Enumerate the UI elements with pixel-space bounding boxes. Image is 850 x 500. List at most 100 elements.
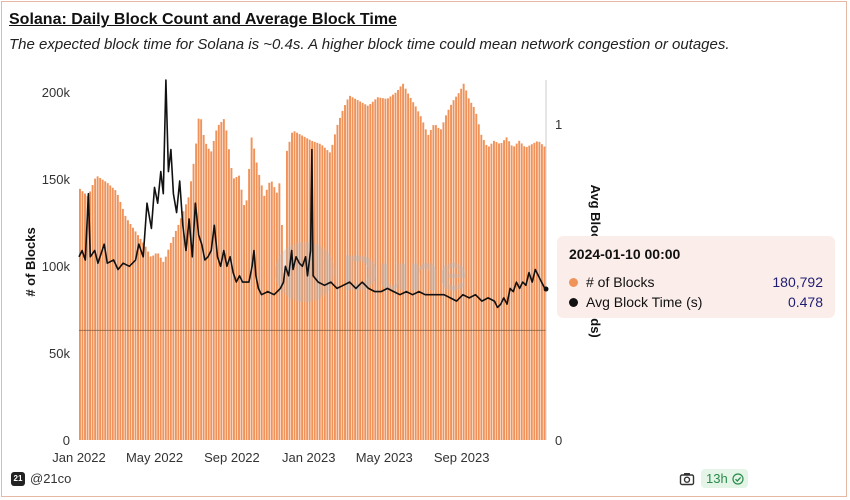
bar[interactable] (260, 185, 263, 440)
bar[interactable] (402, 83, 405, 441)
bar[interactable] (356, 100, 359, 440)
bar[interactable] (207, 148, 210, 440)
bar[interactable] (424, 129, 427, 440)
bar[interactable] (427, 134, 430, 440)
bar[interactable] (185, 204, 187, 440)
bar[interactable] (447, 109, 450, 440)
bar[interactable] (134, 231, 137, 440)
bar[interactable] (89, 191, 92, 441)
bar[interactable] (480, 134, 483, 440)
bar[interactable] (255, 162, 258, 440)
bar[interactable] (116, 194, 119, 440)
bar[interactable] (490, 143, 493, 441)
bar[interactable] (215, 130, 218, 441)
bar[interactable] (250, 137, 253, 440)
bar[interactable] (270, 181, 273, 441)
bar[interactable] (485, 144, 488, 440)
bar[interactable] (306, 138, 309, 440)
bar[interactable] (429, 130, 432, 440)
bar[interactable] (503, 140, 506, 440)
bar[interactable] (445, 115, 447, 441)
bar[interactable] (96, 176, 99, 440)
bar[interactable] (412, 102, 415, 440)
bar[interactable] (442, 122, 445, 440)
bar[interactable] (520, 143, 523, 440)
bar[interactable] (450, 104, 452, 440)
bar[interactable] (530, 144, 533, 440)
bar[interactable] (248, 168, 251, 440)
bar[interactable] (217, 124, 220, 440)
bar[interactable] (525, 147, 528, 440)
bar[interactable] (351, 97, 354, 440)
bar[interactable] (232, 178, 235, 441)
bar[interactable] (399, 86, 402, 440)
bar[interactable] (470, 102, 473, 441)
bar[interactable] (149, 256, 152, 440)
bar[interactable] (505, 137, 508, 441)
bar[interactable] (437, 127, 440, 441)
bar[interactable] (253, 148, 256, 441)
bar[interactable] (104, 181, 107, 441)
bar[interactable] (495, 142, 498, 441)
bar[interactable] (538, 141, 541, 441)
bar[interactable] (366, 105, 369, 441)
bar[interactable] (137, 235, 139, 440)
bar[interactable] (119, 201, 122, 440)
bar[interactable] (268, 182, 271, 441)
bar[interactable] (296, 132, 299, 440)
bar[interactable] (106, 183, 109, 440)
bar[interactable] (452, 100, 455, 441)
bar[interactable] (308, 139, 311, 441)
bar[interactable] (482, 140, 485, 441)
bar[interactable] (467, 98, 470, 440)
bar[interactable] (114, 190, 117, 440)
bar[interactable] (81, 191, 84, 440)
bar[interactable] (174, 230, 177, 440)
bar[interactable] (407, 93, 410, 440)
bar[interactable] (205, 143, 208, 440)
bar[interactable] (285, 150, 288, 440)
bar[interactable] (422, 122, 425, 440)
bar[interactable] (477, 124, 480, 440)
bar[interactable] (293, 131, 296, 441)
bar[interactable] (518, 140, 521, 441)
camera-icon[interactable] (679, 471, 695, 487)
bar[interactable] (99, 178, 102, 440)
bar[interactable] (339, 117, 341, 440)
bar[interactable] (369, 104, 372, 440)
bar[interactable] (86, 195, 89, 440)
bar[interactable] (528, 145, 531, 440)
bar[interactable] (386, 98, 389, 440)
bar[interactable] (515, 143, 518, 440)
bar[interactable] (220, 122, 223, 440)
bar[interactable] (409, 98, 412, 440)
bar[interactable] (278, 183, 281, 440)
bar[interactable] (235, 177, 238, 440)
bar[interactable] (283, 273, 286, 440)
bar[interactable] (258, 174, 261, 440)
bar[interactable] (500, 142, 503, 440)
bar[interactable] (397, 89, 399, 440)
bar[interactable] (230, 168, 233, 440)
bar[interactable] (94, 178, 97, 440)
bar[interactable] (84, 193, 86, 440)
bar[interactable] (379, 97, 382, 440)
bar[interactable] (419, 116, 422, 440)
bar[interactable] (341, 110, 344, 440)
bar[interactable] (404, 88, 407, 440)
bar[interactable] (354, 98, 357, 441)
bar[interactable] (129, 223, 132, 440)
bar[interactable] (439, 129, 442, 440)
bar[interactable] (152, 255, 155, 440)
bar[interactable] (192, 163, 195, 440)
bar[interactable] (222, 119, 225, 440)
bar[interactable] (190, 181, 192, 440)
bar[interactable] (543, 146, 546, 440)
bar[interactable] (197, 118, 200, 440)
bar[interactable] (432, 125, 435, 441)
bar[interactable] (124, 215, 127, 440)
bar[interactable] (492, 140, 495, 440)
bar[interactable] (311, 140, 314, 440)
bar[interactable] (414, 106, 417, 441)
bar[interactable] (245, 200, 248, 440)
